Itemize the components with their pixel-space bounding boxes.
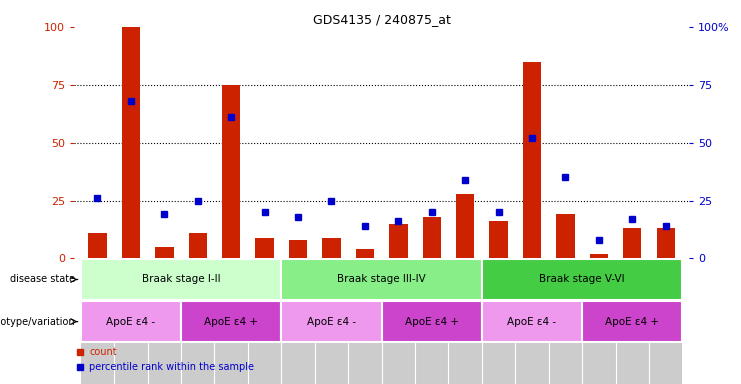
Text: ApoE ε4 +: ApoE ε4 + [605,316,659,326]
Text: genotype/variation: genotype/variation [0,316,75,326]
Bar [489,222,508,258]
Text: ApoE ε4 +: ApoE ε4 + [205,316,258,326]
Bar [81,301,181,342]
Bar [282,259,482,300]
Bar [81,258,682,384]
Bar [657,228,675,258]
Bar [590,254,608,258]
Bar [289,240,308,258]
Bar [181,301,282,342]
Bar [556,214,575,258]
Bar [422,217,441,258]
Text: ApoE ε4 +: ApoE ε4 + [405,316,459,326]
Text: Braak stage I-II: Braak stage I-II [142,275,220,285]
Bar [222,85,240,258]
Bar [482,301,582,342]
Text: ApoE ε4 -: ApoE ε4 - [107,316,156,326]
Bar [482,259,682,300]
Bar [256,238,274,258]
Text: Braak stage V-VI: Braak stage V-VI [539,275,625,285]
Text: ApoE ε4 -: ApoE ε4 - [307,316,356,326]
Bar [382,301,482,342]
Text: Braak stage III-IV: Braak stage III-IV [337,275,426,285]
Bar [523,61,541,258]
Bar [582,301,682,342]
Text: count: count [90,347,117,357]
Bar [322,238,341,258]
Bar [81,259,282,300]
Bar [282,301,382,342]
Bar [356,249,374,258]
Bar [456,194,474,258]
Text: disease state: disease state [10,275,75,285]
Bar [155,247,173,258]
Title: GDS4135 / 240875_at: GDS4135 / 240875_at [313,13,451,26]
Bar [88,233,107,258]
Text: percentile rank within the sample: percentile rank within the sample [90,362,254,372]
Bar [122,27,140,258]
Text: ApoE ε4 -: ApoE ε4 - [508,316,556,326]
Bar [623,228,642,258]
Bar [389,224,408,258]
Bar [188,233,207,258]
